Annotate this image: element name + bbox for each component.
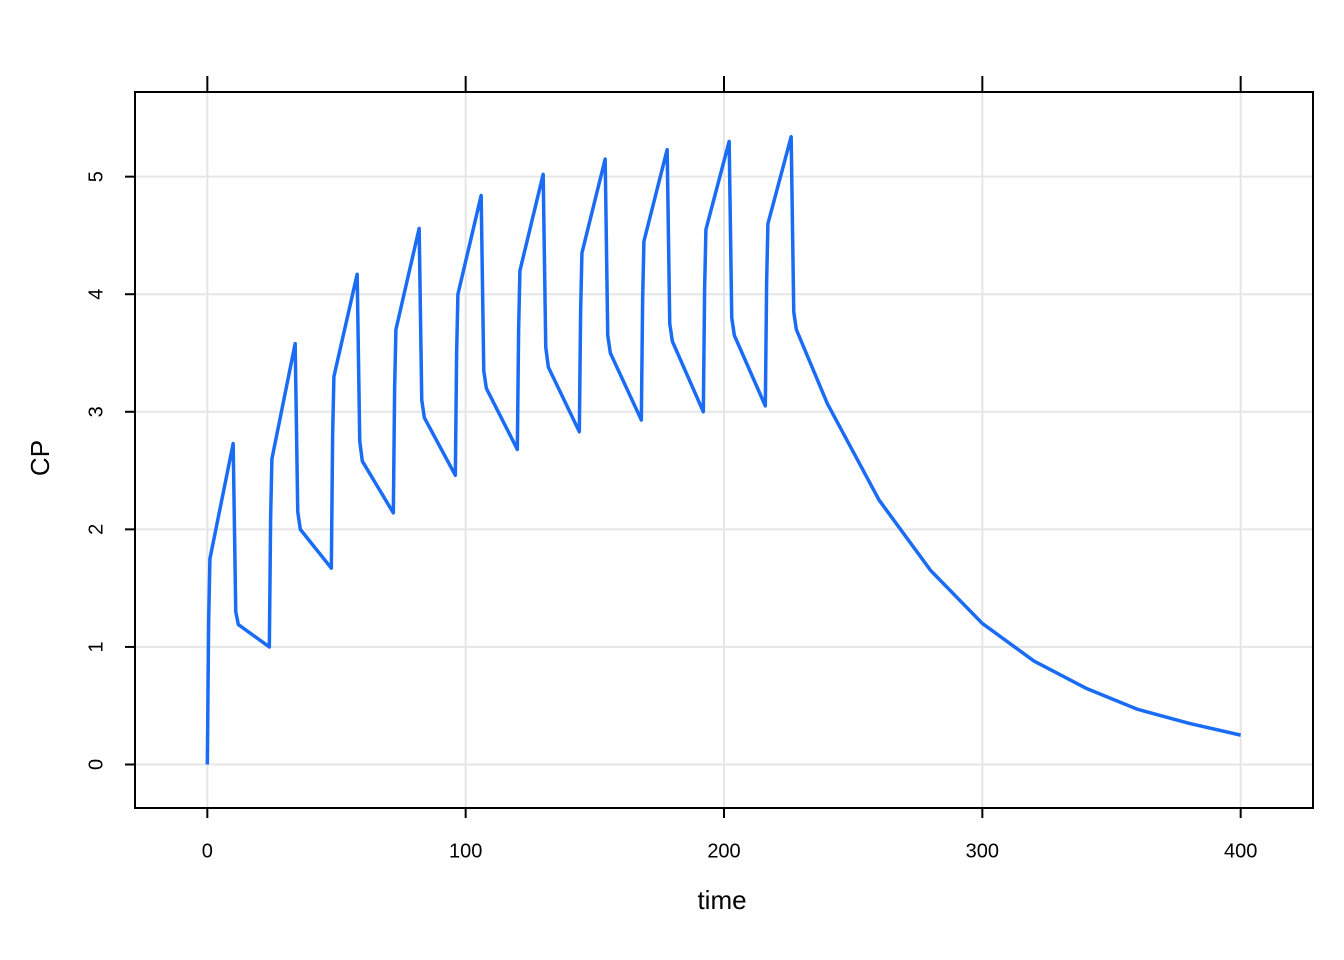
x-tick-label: 300	[966, 840, 999, 862]
y-axis-label: CP	[25, 440, 55, 476]
y-tick-label: 0	[85, 759, 107, 770]
y-tick-label: 2	[85, 524, 107, 535]
y-tick-label: 3	[85, 406, 107, 417]
y-tick-label: 1	[85, 641, 107, 652]
x-tick-label: 400	[1224, 840, 1257, 862]
y-tick-label: 5	[85, 171, 107, 182]
x-tick-label: 200	[707, 840, 740, 862]
line	[205, 134, 1242, 765]
y-tick-label: 4	[85, 289, 107, 300]
plot-frame	[134, 91, 1314, 809]
x-tick-label: 100	[449, 840, 482, 862]
x-tick-label: 0	[202, 840, 213, 862]
x-axis-label: time	[697, 885, 746, 915]
